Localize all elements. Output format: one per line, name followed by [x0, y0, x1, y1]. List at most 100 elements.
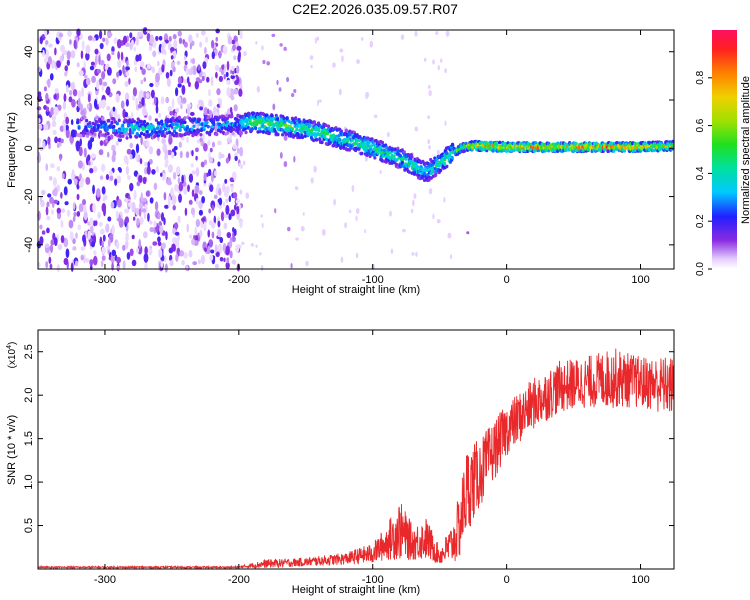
spectrogram-noise-cell	[78, 70, 84, 77]
spectrogram-noise-cell	[229, 239, 233, 248]
spectrogram-noise-cell	[204, 46, 207, 55]
spectrogram-ridge-cell	[401, 157, 405, 161]
spectrogram-ridge-cell	[145, 130, 149, 134]
spectrogram-noise-cell	[161, 242, 166, 250]
spectrogram-noise-cell	[195, 219, 201, 228]
spectrogram-noise-cell	[61, 173, 65, 179]
spectrogram-noise-cell	[80, 109, 86, 116]
spectrogram-noise-cell	[159, 225, 164, 234]
spectrogram-noise-cell	[195, 197, 199, 205]
spectrogram-noise-cell	[172, 33, 177, 40]
spectrogram-noise-cell	[174, 87, 179, 97]
spectrogram-noise-cell	[39, 236, 44, 245]
spectrogram-ridge-cell	[88, 121, 92, 125]
spectrogram-ridge-cell	[93, 122, 98, 127]
spectrogram-noise-cell	[226, 79, 231, 85]
spectrogram-noise-cell	[161, 137, 166, 145]
spectrogram-noise-cell	[283, 134, 288, 141]
spectrogram-noise-cell	[137, 31, 142, 38]
spectrogram-noise-cell	[200, 161, 205, 168]
spectrogram-ridge-cell	[450, 155, 454, 160]
spectrogram-noise-cell	[129, 142, 134, 149]
spectrogram-noise-cell	[157, 212, 161, 220]
spectrogram-noise-cell	[186, 136, 189, 144]
spectrogram-noise-cell	[261, 45, 264, 51]
spectrogram-noise-cell	[235, 199, 240, 204]
spectrogram-noise-cell	[189, 111, 195, 117]
spectrogram-noise-cell	[60, 138, 64, 144]
spectrogram-y-tick-label: -40	[23, 237, 35, 253]
spectrogram-noise-cell	[233, 55, 237, 60]
spectrogram-noise-cell	[279, 152, 283, 159]
spectrogram-ridge-cell	[85, 128, 89, 133]
spectrogram-noise-cell	[213, 215, 217, 224]
spectrogram-noise-cell	[340, 256, 344, 263]
spectrogram-ridge-cell	[168, 134, 172, 139]
spectrogram-ridge-cell	[325, 131, 330, 136]
spectrogram-noise-cell	[140, 192, 144, 202]
spectrogram-noise-cell	[111, 224, 115, 235]
spectrogram-noise-cell	[102, 81, 108, 87]
spectrogram-noise-cell	[214, 244, 218, 253]
spectrogram-noise-cell	[117, 59, 122, 68]
spectrogram-noise-cell	[338, 88, 342, 96]
spectrogram-ridge-cell	[284, 132, 288, 136]
spectrogram-noise-cell	[144, 261, 148, 270]
spectrogram-noise-cell	[173, 145, 178, 151]
spectrogram-noise-cell	[136, 247, 140, 254]
spectrogram-noise-cell	[228, 195, 232, 203]
spectrogram-heatmap	[36, 27, 675, 273]
spectrogram-noise-cell	[201, 217, 206, 222]
spectrogram-noise-cell	[230, 65, 235, 72]
spectrogram-noise-cell	[100, 260, 104, 268]
spectrogram-noise-cell	[207, 245, 211, 255]
spectrogram-noise-cell	[124, 208, 128, 214]
spectrogram-ridge-cell	[392, 154, 396, 159]
spectrogram-noise-cell	[344, 222, 347, 229]
spectrogram-x-label: Height of straight line (km)	[292, 284, 420, 296]
spectrogram-ridge-cell	[172, 133, 176, 138]
spectrogram-noise-cell	[148, 115, 152, 121]
spectrogram-noise-cell	[341, 55, 344, 63]
spectrogram-noise-cell	[230, 95, 235, 101]
spectrogram-ridge-cell	[115, 121, 119, 126]
spectrogram-ridge-cell	[324, 123, 328, 128]
spectrogram-ridge-cell	[304, 122, 309, 127]
spectrogram-noise-cell	[139, 216, 144, 225]
spectrogram-ridge-cell	[75, 120, 80, 125]
spectrogram-ridge-cell	[169, 119, 173, 124]
spectrogram-noise-cell	[99, 59, 105, 66]
spectrogram-noise-cell	[111, 144, 116, 152]
spectrogram-ridge-cell	[379, 158, 383, 162]
spectrogram-noise-cell	[49, 196, 54, 204]
spectrogram-ridge-cell	[183, 120, 187, 125]
snr-x-tick-label: -300	[94, 574, 116, 586]
spectrogram-noise-cell	[202, 132, 205, 141]
spectrogram-noise-cell	[261, 222, 264, 229]
spectrogram-noise-cell	[149, 34, 154, 45]
spectrogram-noise-cell	[45, 92, 49, 101]
spectrogram-noise-cell	[218, 204, 223, 210]
snr-frame	[37, 329, 675, 570]
spectrogram-noise-cell	[185, 67, 189, 76]
spectrogram-noise-cell	[101, 240, 104, 247]
spectrogram-noise-cell	[178, 193, 182, 203]
colorbar-tick-label: 0.6	[695, 118, 706, 132]
spectrogram-ridge-cell	[320, 140, 324, 145]
spectrogram-noise-cell	[435, 31, 439, 36]
spectrogram-noise-cell	[87, 139, 93, 150]
spectrogram-noise-cell	[226, 60, 230, 71]
spectrogram-noise-cell	[89, 217, 94, 227]
spectrogram-noise-cell	[186, 76, 190, 84]
spectrogram-ridge-cell	[155, 126, 160, 131]
spectrogram-noise-cell	[63, 257, 69, 266]
spectrogram-noise-cell	[286, 77, 290, 83]
spectrogram-ridge-cell	[447, 153, 452, 158]
spectrogram-noise-cell	[144, 246, 148, 255]
spectrogram-ridge-cell	[165, 131, 169, 135]
spectrogram-noise-cell	[85, 257, 90, 263]
spectrogram-noise-cell	[177, 96, 182, 104]
spectrogram-noise-cell	[209, 184, 214, 192]
spectrogram-noise-cell	[63, 93, 67, 102]
